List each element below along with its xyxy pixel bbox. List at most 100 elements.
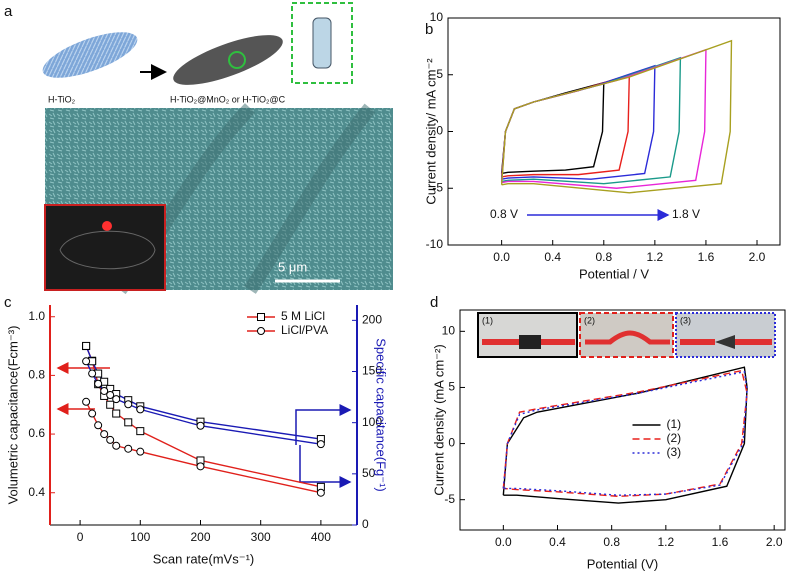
series-line — [500, 48, 707, 189]
legend-label: 5 M LiCl — [281, 309, 325, 323]
x-tick-label: 300 — [251, 530, 271, 544]
x-tick-label: 1.6 — [712, 535, 729, 549]
marker — [136, 405, 145, 414]
panel-label: d — [430, 294, 438, 311]
y-tick-label: 5 — [448, 380, 455, 394]
y2-tick-label: 150 — [362, 364, 382, 378]
series-line — [85, 401, 322, 494]
nanorod-icon — [42, 32, 138, 78]
marker — [316, 440, 325, 449]
panel-a — [42, 2, 393, 295]
marker — [100, 386, 109, 395]
legend-marker — [257, 327, 265, 335]
image-label: H-TiO₂ — [48, 94, 76, 104]
legend-marker — [257, 313, 265, 321]
marker — [196, 421, 205, 430]
marker — [100, 430, 109, 439]
marker — [106, 400, 115, 409]
y2-tick-label: 200 — [362, 313, 382, 327]
cable — [585, 330, 670, 345]
series-line — [85, 360, 321, 445]
scale-label: 5 μm — [278, 259, 307, 274]
marker — [106, 391, 115, 400]
legend-label: LiCl/PVA — [281, 323, 328, 337]
plot-frame — [459, 309, 786, 531]
led-glow — [102, 221, 112, 231]
x-axis-label: Potential / V — [579, 266, 649, 281]
y-tick-label: 10 — [442, 323, 456, 337]
x-tick-label: 0.4 — [544, 250, 561, 264]
y-axis-label: Current density (mA cm⁻²) — [431, 344, 446, 495]
annotation: 0.8 V — [490, 207, 518, 221]
marker — [136, 447, 145, 456]
x-tick-label: 1.6 — [698, 250, 715, 264]
marker — [94, 379, 103, 388]
image-label: H-TiO₂@MnO₂ or H-TiO₂@C — [170, 94, 286, 104]
panel-label: a — [4, 3, 13, 20]
y2-tick-label: 50 — [362, 466, 376, 480]
inset-label: (3) — [680, 315, 691, 325]
marker — [136, 427, 145, 436]
legend-label: (1) — [667, 417, 682, 431]
zoom-circle — [228, 51, 246, 69]
legend-label: (3) — [667, 445, 682, 459]
series-line — [500, 39, 733, 194]
marker — [124, 418, 133, 427]
panel-label: c — [4, 294, 12, 311]
series-line — [500, 73, 631, 178]
marker — [112, 409, 121, 418]
y-tick-label: -10 — [426, 237, 444, 251]
marker — [106, 435, 115, 444]
marker — [124, 400, 133, 409]
device — [715, 335, 735, 349]
x-tick-label: 100 — [130, 530, 150, 544]
marker — [88, 409, 97, 418]
inset-photo — [675, 312, 776, 358]
arrow — [299, 445, 352, 488]
marker — [88, 369, 97, 378]
x-tick-label: 0 — [77, 530, 84, 544]
x-axis-label: Scan rate(mVs⁻¹) — [153, 551, 255, 566]
y-tick-label: 0 — [448, 436, 455, 450]
marker — [112, 395, 121, 404]
marker — [82, 357, 91, 366]
series-line — [502, 369, 748, 498]
y-tick-label: 0 — [436, 124, 443, 138]
y2-axis-label: Specific capacitance(Fg⁻¹) — [374, 338, 389, 492]
marker — [112, 441, 121, 450]
y-tick-label: 10 — [430, 10, 444, 24]
arrow — [295, 404, 352, 445]
y-tick-label: -5 — [432, 180, 443, 194]
x-tick-label: 2.0 — [749, 250, 766, 264]
y-tick-label: 1.0 — [28, 309, 45, 323]
panel-label: b — [425, 21, 433, 38]
marker — [94, 421, 103, 430]
inset-label: (1) — [482, 315, 493, 325]
x-tick-label: 1.2 — [647, 250, 664, 264]
insets — [477, 312, 776, 358]
x-tick-label: 0.4 — [549, 535, 566, 549]
x-tick-label: 400 — [311, 530, 331, 544]
x-axis-label: Potential (V) — [587, 556, 659, 571]
series-line — [502, 370, 748, 496]
marker — [82, 397, 91, 406]
device — [519, 335, 541, 349]
x-tick-label: 200 — [190, 530, 210, 544]
x-tick-label: 2.0 — [766, 535, 783, 549]
x-tick-label: 0.0 — [493, 250, 510, 264]
y-tick-label: 0.6 — [28, 426, 45, 440]
marker — [196, 462, 205, 471]
y-tick-label: 0.4 — [28, 485, 45, 499]
tube-icon — [312, 17, 332, 69]
y2-tick-label: 100 — [362, 415, 382, 429]
marker — [82, 341, 91, 350]
led-photo — [44, 204, 166, 291]
wire — [59, 230, 156, 270]
y-tick-label: -5 — [444, 492, 455, 506]
series-line — [500, 64, 656, 180]
inset-label: (2) — [584, 315, 595, 325]
x-tick-label: 0.0 — [495, 535, 512, 549]
y-axis-label: Current density/ mA cm⁻² — [423, 58, 438, 205]
series-line — [502, 366, 748, 504]
